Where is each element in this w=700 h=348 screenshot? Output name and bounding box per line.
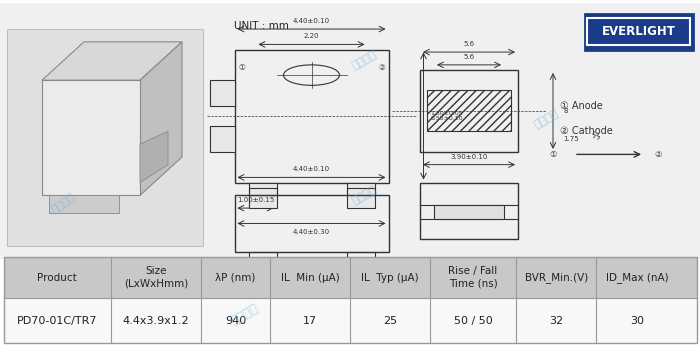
Text: 4.40±0.30: 4.40±0.30: [293, 229, 330, 235]
Bar: [248, 182, 276, 208]
Bar: [42, 80, 140, 195]
Text: λP (nm): λP (nm): [216, 273, 256, 283]
Bar: [584, 14, 693, 49]
Text: 5.6: 5.6: [463, 41, 475, 47]
Text: ϟϟ: ϟϟ: [588, 130, 602, 143]
Text: ①: ①: [550, 150, 556, 159]
Text: 1.75: 1.75: [564, 136, 579, 142]
Bar: [4, 298, 696, 343]
Polygon shape: [140, 132, 168, 182]
Bar: [587, 18, 690, 45]
Text: 4.4x3.9x1.2: 4.4x3.9x1.2: [122, 316, 189, 326]
Text: 17: 17: [303, 316, 317, 326]
Bar: [434, 205, 504, 219]
Text: ① Anode: ① Anode: [560, 101, 603, 111]
Bar: [234, 49, 388, 182]
Text: EVERLIGHT: EVERLIGHT: [602, 25, 676, 38]
Text: 8: 8: [564, 108, 568, 114]
Bar: [346, 182, 374, 208]
Text: Size
(LxWxHmm): Size (LxWxHmm): [124, 267, 188, 289]
Bar: [49, 195, 119, 213]
Text: 超毅电子: 超毅电子: [532, 108, 560, 129]
Text: ID_Max (nA): ID_Max (nA): [606, 272, 669, 283]
Text: 25: 25: [383, 316, 397, 326]
Text: 超毅电子: 超毅电子: [49, 191, 77, 215]
Bar: [210, 80, 235, 106]
Text: 4.40±0.10: 4.40±0.10: [293, 18, 330, 24]
Text: 2.20: 2.20: [304, 33, 319, 39]
Text: 30: 30: [631, 316, 645, 326]
Text: UNIT : mm: UNIT : mm: [234, 21, 289, 31]
Bar: [4, 257, 696, 298]
Text: ② Cathode: ② Cathode: [560, 126, 612, 136]
Bar: [210, 126, 235, 152]
Bar: [420, 70, 518, 152]
Bar: [248, 252, 276, 267]
Bar: [7, 29, 203, 246]
Text: 3.90±0.10: 3.90±0.10: [450, 153, 488, 159]
Text: 超毅电子: 超毅电子: [229, 301, 261, 327]
Text: ②: ②: [378, 63, 385, 72]
Polygon shape: [42, 42, 182, 80]
Text: PD70-01C/TR7: PD70-01C/TR7: [17, 316, 97, 326]
Bar: [427, 90, 511, 132]
Polygon shape: [140, 42, 182, 195]
Text: Product: Product: [37, 273, 77, 283]
Text: 5.6: 5.6: [463, 54, 475, 60]
Text: IL  Min (μA): IL Min (μA): [281, 273, 339, 283]
Bar: [346, 188, 374, 195]
Text: IL  Typ (μA): IL Typ (μA): [361, 273, 419, 283]
Text: 1.00±0.15: 1.00±0.15: [237, 197, 274, 203]
Bar: [4, 257, 696, 343]
Text: Rise / Fall
Time (ns): Rise / Fall Time (ns): [449, 267, 498, 289]
Text: 超毅电子: 超毅电子: [350, 184, 378, 206]
Text: BVR_Min.(V): BVR_Min.(V): [524, 272, 588, 283]
Text: ②: ②: [654, 150, 661, 159]
Text: ①: ①: [238, 63, 245, 72]
Bar: [234, 195, 388, 252]
Bar: [420, 182, 518, 239]
Text: 超毅电子: 超毅电子: [350, 49, 378, 71]
Text: 1.30±0.05
0.55±0.10: 1.30±0.05 0.55±0.10: [430, 111, 463, 121]
Bar: [248, 188, 276, 195]
Text: 32: 32: [549, 316, 564, 326]
Text: 50 / 50: 50 / 50: [454, 316, 492, 326]
Text: 940: 940: [225, 316, 246, 326]
Text: 4.40±0.10: 4.40±0.10: [293, 166, 330, 172]
Bar: [346, 252, 374, 267]
